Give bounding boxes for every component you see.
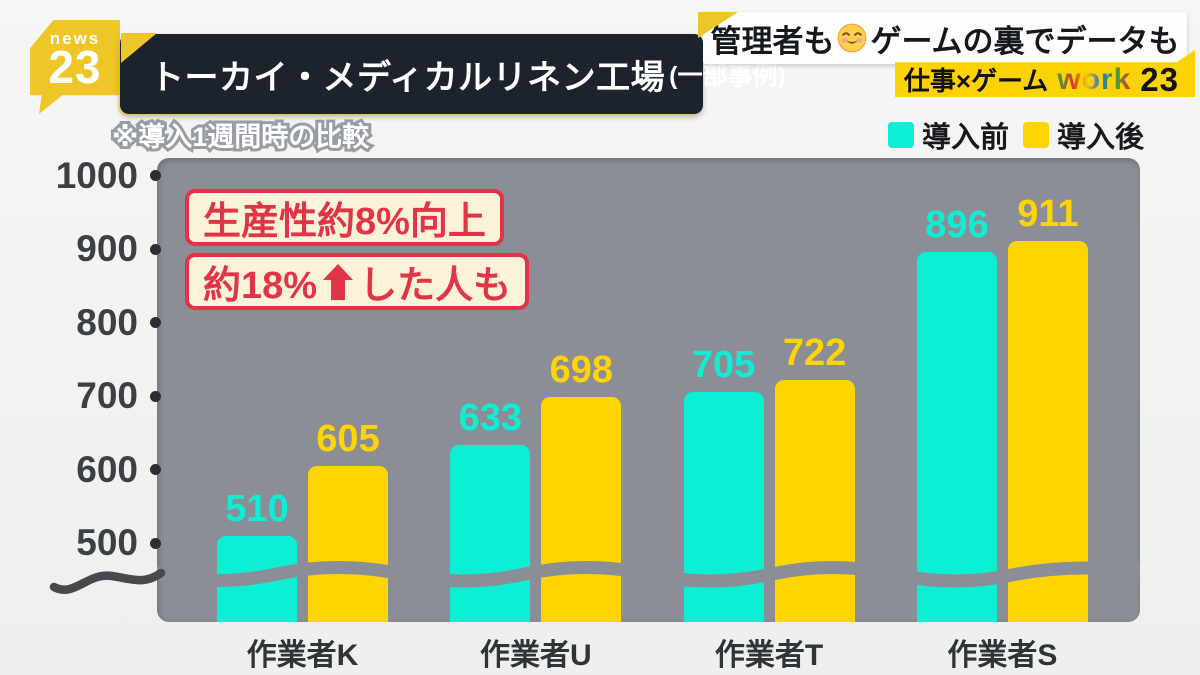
bar-導入前-作業者S xyxy=(916,251,997,622)
y-axis-label: 500 xyxy=(76,522,138,563)
bar-導入前-作業者U xyxy=(450,445,531,622)
banner-title: トーカイ・メディカルリネン工場 xyxy=(150,58,666,97)
y-axis-tick-dot xyxy=(150,537,161,549)
x-axis-category-label: 作業者T xyxy=(714,639,824,672)
y-axis-break-squiggle xyxy=(49,568,166,594)
legend-swatch-before xyxy=(888,122,914,148)
y-axis-tick-dot xyxy=(150,390,161,402)
headline-prefix: 管理者も xyxy=(710,23,835,59)
bar-value-label: 896 xyxy=(925,203,989,246)
y-axis-label: 1000 xyxy=(55,154,138,196)
bar-value-label: 698 xyxy=(549,349,613,392)
annotation-productivity: 生産性約8%向上 xyxy=(185,189,504,246)
up-arrow-icon xyxy=(323,263,354,300)
y-axis-tick-dot xyxy=(150,170,161,181)
bar-導入後-作業者U xyxy=(541,397,622,622)
legend-item-before: 導入前 xyxy=(888,114,1009,156)
annotation-18percent-suffix: した人も xyxy=(359,265,512,307)
chart-plot-area: 生産性約8%向上 約18% した人も 510 605 633 698 705 722 896… xyxy=(157,158,1140,622)
legend-label-before: 導入前 xyxy=(922,122,1010,154)
bar-value-label: 510 xyxy=(225,487,289,530)
comparison-note: ※導入1週間時の比較 xyxy=(109,119,372,155)
news23-logo-news: news xyxy=(49,29,101,48)
y-axis-tick-dot xyxy=(150,317,161,328)
banner-subtitle: (一部事例) xyxy=(669,62,786,90)
legend-item-after: 導入後 xyxy=(1023,114,1144,156)
work-logo: work xyxy=(1057,62,1132,96)
headline-suffix: ゲームの裏でデータも xyxy=(870,23,1180,59)
y-axis-tick-dot xyxy=(150,243,161,255)
axis-break-wave xyxy=(157,561,1140,588)
bar-導入後-作業者T xyxy=(774,379,855,622)
y-axis-label: 900 xyxy=(76,228,138,269)
annotation-productivity-text: 生産性約8%向上 xyxy=(203,201,486,243)
program-tag-text: 仕事×ゲーム xyxy=(903,66,1049,96)
annotation-18percent-prefix: 約18% xyxy=(203,265,318,307)
x-axis-category-label: 作業者S xyxy=(947,639,1058,672)
bar-value-label: 705 xyxy=(691,344,756,387)
bar-value-label: 605 xyxy=(316,417,380,460)
y-axis-label: 700 xyxy=(76,375,138,416)
news23-logo-23: 23 xyxy=(48,41,102,93)
relieved-smiling-face-icon xyxy=(838,23,867,53)
bar-value-label: 722 xyxy=(782,331,847,374)
bar-value-label: 911 xyxy=(1017,192,1079,235)
bar-value-label: 633 xyxy=(458,397,522,440)
y-axis-tick-dot xyxy=(150,464,161,475)
chart-legend: 導入前 導入後 xyxy=(888,114,1144,156)
x-axis-category-label: 作業者K xyxy=(246,639,359,672)
x-axis-category-label: 作業者U xyxy=(479,639,592,672)
work-logo-number: 23 xyxy=(1140,60,1179,98)
y-axis-label: 800 xyxy=(76,301,138,343)
y-axis-label: 600 xyxy=(76,448,138,490)
bar-導入後-作業者K xyxy=(308,465,388,622)
bar-導入後-作業者S xyxy=(1007,240,1088,622)
news23-logo: news 23 xyxy=(30,20,120,114)
legend-label-after: 導入後 xyxy=(1057,122,1145,154)
legend-swatch-after xyxy=(1023,122,1050,148)
headline-box: 管理者も ゲームの裏でデータも xyxy=(703,12,1187,64)
annotation-18percent: 約18% した人も xyxy=(185,253,530,310)
title-banner: トーカイ・メディカルリネン工場 (一部事例) xyxy=(120,34,786,114)
